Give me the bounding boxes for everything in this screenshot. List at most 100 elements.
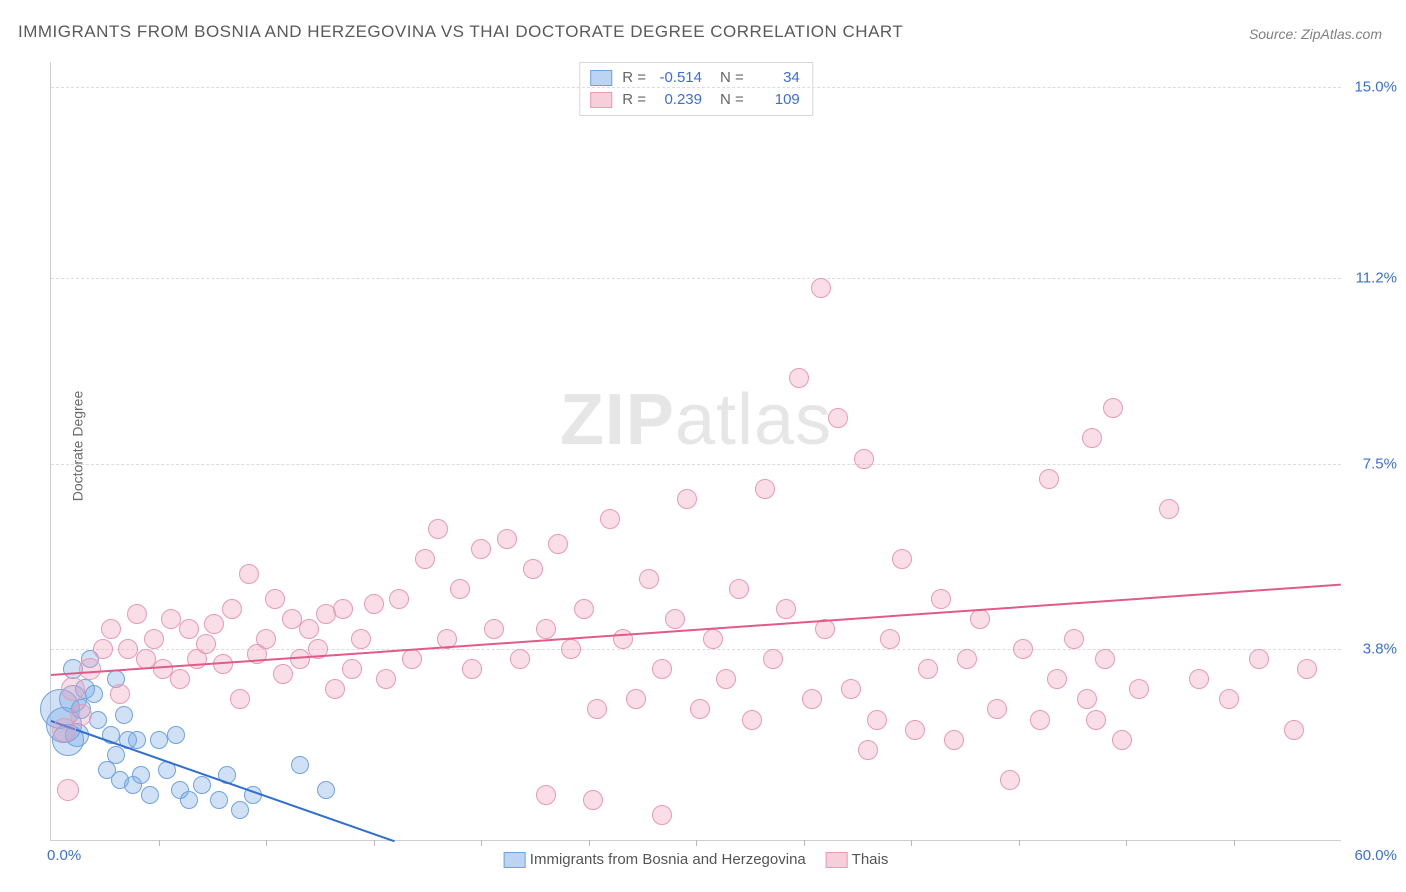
scatter-point — [548, 534, 568, 554]
x-tick — [159, 840, 160, 846]
scatter-point — [484, 619, 504, 639]
scatter-point — [79, 658, 101, 680]
y-tick-label: 3.8% — [1363, 641, 1397, 658]
gridline — [51, 278, 1341, 279]
gridline — [51, 649, 1341, 650]
x-tick — [696, 840, 697, 846]
scatter-point — [291, 756, 309, 774]
scatter-point — [299, 619, 319, 639]
scatter-point — [471, 539, 491, 559]
scatter-point — [1064, 629, 1084, 649]
scatter-plot-area: ZIPatlas R =-0.514N =34R =0.239N =109 0.… — [50, 62, 1341, 841]
scatter-point — [351, 629, 371, 649]
scatter-point — [703, 629, 723, 649]
legend-n-label: N = — [720, 67, 744, 89]
scatter-point — [583, 790, 603, 810]
x-axis-origin-label: 0.0% — [47, 847, 81, 864]
scatter-point — [389, 589, 409, 609]
scatter-point — [828, 408, 848, 428]
x-tick — [589, 840, 590, 846]
scatter-point — [193, 776, 211, 794]
legend-row: R =0.239N =109 — [590, 89, 800, 111]
scatter-point — [210, 791, 228, 809]
scatter-point — [57, 779, 79, 801]
scatter-point — [61, 677, 85, 701]
scatter-point — [415, 549, 435, 569]
scatter-point — [1129, 679, 1149, 699]
scatter-point — [858, 740, 878, 760]
scatter-point — [1159, 499, 1179, 519]
x-tick — [804, 840, 805, 846]
scatter-point — [222, 599, 242, 619]
x-tick — [1234, 840, 1235, 846]
scatter-point — [230, 689, 250, 709]
scatter-point — [561, 639, 581, 659]
legend-r-label: R = — [622, 67, 646, 89]
scatter-point — [376, 669, 396, 689]
scatter-point — [1013, 639, 1033, 659]
scatter-point — [170, 669, 190, 689]
legend-n-value: 109 — [754, 89, 800, 111]
scatter-point — [729, 579, 749, 599]
scatter-point — [333, 599, 353, 619]
watermark: ZIPatlas — [560, 379, 832, 461]
scatter-point — [1082, 428, 1102, 448]
scatter-point — [256, 629, 276, 649]
x-tick — [374, 840, 375, 846]
series-legend: Immigrants from Bosnia and Herzegovina T… — [494, 851, 899, 868]
scatter-point — [626, 689, 646, 709]
legend-swatch — [590, 92, 612, 108]
scatter-point — [613, 629, 633, 649]
chart-title: IMMIGRANTS FROM BOSNIA AND HERZEGOVINA V… — [18, 22, 903, 42]
scatter-point — [180, 791, 198, 809]
scatter-point — [132, 766, 150, 784]
scatter-point — [742, 710, 762, 730]
scatter-point — [1000, 770, 1020, 790]
scatter-point — [854, 449, 874, 469]
scatter-point — [652, 805, 672, 825]
trend-line — [51, 584, 1341, 676]
scatter-point — [115, 706, 133, 724]
scatter-point — [93, 639, 113, 659]
scatter-point — [867, 710, 887, 730]
scatter-point — [107, 746, 125, 764]
scatter-point — [957, 649, 977, 669]
scatter-point — [716, 669, 736, 689]
scatter-point — [1189, 669, 1209, 689]
scatter-point — [1112, 730, 1132, 750]
scatter-point — [85, 685, 103, 703]
scatter-point — [574, 599, 594, 619]
source-attribution: Source: ZipAtlas.com — [1249, 26, 1382, 42]
scatter-point — [918, 659, 938, 679]
scatter-point — [892, 549, 912, 569]
scatter-point — [944, 730, 964, 750]
x-tick — [1126, 840, 1127, 846]
legend-n-label: N = — [720, 89, 744, 111]
scatter-point — [462, 659, 482, 679]
scatter-point — [523, 559, 543, 579]
scatter-point — [364, 594, 384, 614]
scatter-point — [880, 629, 900, 649]
scatter-point — [652, 659, 672, 679]
legend-swatch — [504, 852, 526, 868]
scatter-point — [144, 629, 164, 649]
scatter-point — [290, 649, 310, 669]
scatter-point — [1047, 669, 1067, 689]
scatter-point — [1249, 649, 1269, 669]
scatter-point — [690, 699, 710, 719]
scatter-point — [325, 679, 345, 699]
scatter-point — [89, 711, 107, 729]
legend-r-value: 0.239 — [656, 89, 702, 111]
scatter-point — [905, 720, 925, 740]
scatter-point — [1297, 659, 1317, 679]
scatter-point — [987, 699, 1007, 719]
legend-swatch — [826, 852, 848, 868]
x-tick — [266, 840, 267, 846]
x-axis-max-label: 60.0% — [1354, 847, 1397, 864]
legend-n-value: 34 — [754, 67, 800, 89]
scatter-point — [150, 731, 168, 749]
scatter-point — [497, 529, 517, 549]
legend-series-name: Thais — [852, 851, 889, 868]
scatter-point — [1284, 720, 1304, 740]
scatter-point — [239, 564, 259, 584]
